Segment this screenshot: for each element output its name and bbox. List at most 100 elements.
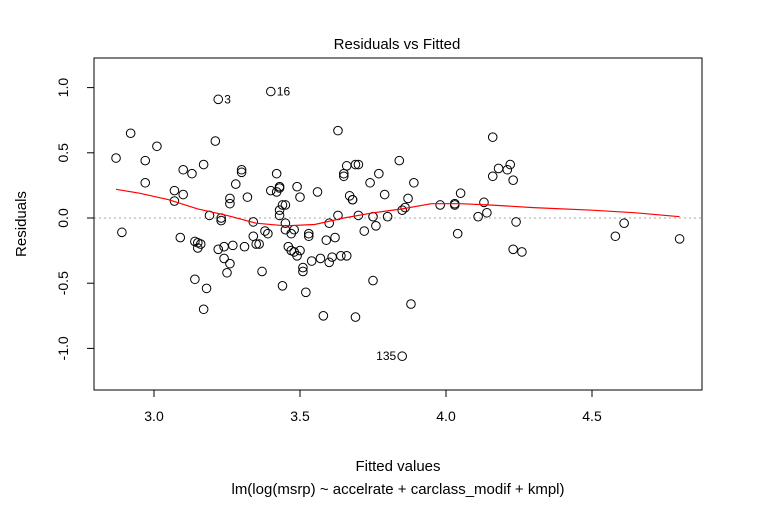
data-point <box>225 198 235 209</box>
data-point <box>236 167 247 178</box>
data-point <box>230 179 241 189</box>
data-point <box>175 232 186 243</box>
data-point <box>487 132 498 142</box>
data-point <box>198 304 209 315</box>
data-point <box>435 200 445 210</box>
y-tick-label: 0.0 <box>55 208 71 228</box>
data-point <box>295 245 305 256</box>
data-point <box>374 168 384 179</box>
data-point <box>225 258 235 269</box>
data-point <box>213 244 224 255</box>
data-point <box>274 210 285 221</box>
data-point <box>274 183 285 193</box>
data-point <box>277 281 288 291</box>
data-point <box>379 189 390 200</box>
data-point <box>327 252 337 262</box>
x-tick-label: 3.5 <box>290 408 310 424</box>
data-point <box>359 226 370 236</box>
data-point <box>117 227 127 238</box>
data-point <box>248 217 259 227</box>
data-point <box>339 171 349 182</box>
data-point <box>295 192 305 202</box>
data-point <box>336 251 346 261</box>
data-point <box>511 217 521 227</box>
data-point <box>382 211 393 222</box>
data-point <box>473 211 483 222</box>
data-point <box>280 200 291 210</box>
y-tick-label: -0.5 <box>55 271 71 295</box>
point-labels: 3 16 135 <box>224 85 396 364</box>
data-point <box>254 239 264 249</box>
data-point <box>169 196 180 206</box>
x-tick-label: 4.5 <box>582 408 602 424</box>
data-point <box>312 187 323 197</box>
data-point <box>403 193 413 204</box>
data-point <box>303 231 314 242</box>
data-point <box>298 262 308 273</box>
data-point <box>318 311 329 321</box>
data-points <box>111 86 685 362</box>
data-point <box>140 177 151 188</box>
data-point <box>347 194 358 205</box>
data-point <box>280 218 291 229</box>
data-point <box>271 168 282 179</box>
chart-title: Residuals vs Fitted <box>334 36 461 53</box>
data-point <box>187 168 197 179</box>
data-point <box>169 185 180 196</box>
data-point <box>242 192 253 202</box>
data-point <box>479 197 489 208</box>
data-point <box>502 164 513 175</box>
data-point <box>228 240 238 251</box>
data-point <box>397 351 408 362</box>
data-point <box>216 215 226 226</box>
model-formula-label: lm(log(msrp) ~ accelrate + carclass_modi… <box>231 481 564 498</box>
data-point <box>353 159 364 170</box>
x-tick-label: 3.0 <box>144 408 164 424</box>
data-point <box>201 283 212 294</box>
data-point <box>152 141 162 152</box>
data-point <box>219 253 229 264</box>
data-point <box>350 312 361 322</box>
data-point <box>365 177 375 188</box>
data-point <box>222 267 232 278</box>
data-point <box>406 299 416 309</box>
data-point <box>482 207 492 218</box>
data-point <box>190 274 200 285</box>
plot-frame <box>93 57 703 391</box>
data-point <box>303 228 314 239</box>
data-point <box>280 224 291 235</box>
data-point <box>517 247 527 257</box>
point-label: 16 <box>277 85 291 99</box>
y-tick-label: 0.5 <box>55 143 71 163</box>
data-point <box>260 226 270 236</box>
data-point <box>321 235 332 245</box>
data-point <box>619 218 629 229</box>
data-point <box>178 189 188 200</box>
x-axis: 3.0 3.5 4.0 4.5 <box>144 389 602 424</box>
data-point <box>610 231 621 242</box>
data-point <box>487 171 498 182</box>
y-tick-label: -1.0 <box>55 336 71 360</box>
data-point <box>324 218 335 229</box>
data-point <box>341 251 352 261</box>
x-axis-label: Fitted values <box>355 458 440 475</box>
data-point <box>248 231 259 242</box>
data-point <box>508 175 518 185</box>
data-point <box>368 275 378 286</box>
data-point <box>452 228 463 239</box>
y-axis-label: Residuals <box>13 191 30 257</box>
y-axis: -1.0 -0.5 0.0 0.5 1.0 <box>55 78 95 360</box>
data-point <box>324 257 335 268</box>
data-point <box>125 128 136 139</box>
data-point <box>341 161 352 171</box>
data-point <box>225 193 235 204</box>
data-point <box>371 221 381 231</box>
data-point <box>674 234 685 244</box>
data-point <box>353 210 364 221</box>
data-point <box>397 205 408 215</box>
data-point <box>251 239 262 249</box>
data-point <box>266 86 276 97</box>
data-point <box>257 266 267 277</box>
data-point <box>111 153 121 163</box>
